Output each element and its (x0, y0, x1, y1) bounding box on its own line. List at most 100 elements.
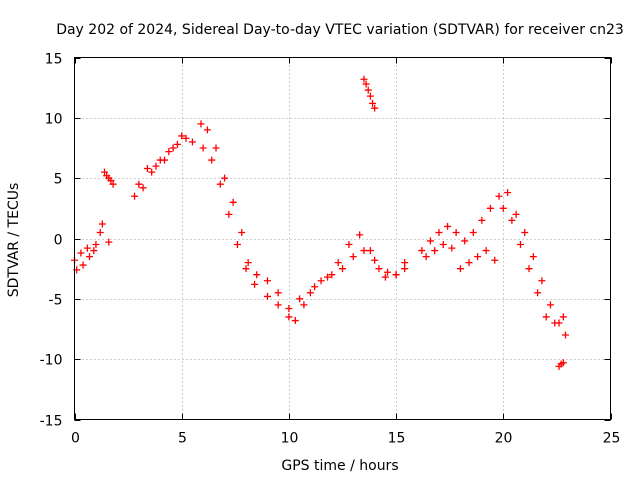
data-point (360, 75, 368, 83)
data-point (296, 295, 304, 303)
data-point (516, 241, 524, 249)
data-point (242, 265, 250, 273)
data-point (504, 189, 512, 197)
data-point (311, 283, 319, 291)
data-point (456, 265, 464, 273)
series-track-b (73, 132, 567, 327)
y-tick-label: -10 (40, 353, 63, 369)
data-point (375, 265, 383, 273)
data-point (418, 247, 426, 255)
data-point (401, 265, 409, 273)
x-tick-label: 5 (178, 431, 187, 447)
data-point (478, 216, 486, 224)
data-point (422, 253, 430, 261)
data-point (208, 156, 216, 164)
data-point (197, 120, 205, 128)
y-tick-label: 5 (54, 172, 63, 188)
data-point (139, 184, 147, 192)
data-point (165, 148, 173, 156)
data-point (529, 253, 537, 261)
chart-title: Day 202 of 2024, Sidereal Day-to-day VTE… (56, 22, 624, 38)
data-point (229, 198, 237, 206)
data-point (188, 138, 196, 146)
x-tick-label: 15 (388, 431, 406, 447)
data-point (499, 204, 507, 212)
data-point (131, 192, 139, 200)
data-point (384, 268, 392, 276)
data-point (362, 80, 370, 88)
data-point (173, 140, 181, 148)
data-point (356, 231, 364, 239)
data-point (448, 244, 456, 252)
data-point (143, 165, 151, 173)
data-point (364, 86, 372, 94)
data-point (371, 256, 379, 264)
data-point (300, 301, 308, 309)
data-point (371, 104, 379, 112)
data-point (469, 228, 477, 236)
data-point (512, 210, 520, 218)
data-point (263, 277, 271, 285)
data-point (439, 241, 447, 249)
data-point (561, 331, 569, 339)
data-point (334, 259, 342, 267)
data-point (216, 180, 224, 188)
data-point (148, 168, 156, 176)
y-tick-label: 0 (54, 233, 63, 249)
data-point (285, 313, 293, 321)
data-point (546, 301, 554, 309)
data-point (285, 304, 293, 312)
data-point (221, 174, 229, 182)
data-point (83, 244, 91, 252)
data-point (291, 317, 299, 325)
y-tick-label: 10 (45, 112, 63, 128)
y-tick-label: -15 (40, 414, 63, 430)
data-point (152, 162, 160, 170)
data-point (323, 273, 331, 281)
y-axis-label: SDTVAR / TECUs (6, 183, 22, 298)
data-point (559, 313, 567, 321)
x-tick-label: 10 (281, 431, 299, 447)
data-point (203, 126, 211, 134)
data-point (77, 249, 85, 257)
data-point (542, 313, 550, 321)
data-point (369, 99, 377, 107)
data-point (474, 253, 482, 261)
plot-frame (74, 57, 611, 420)
data-point (508, 216, 516, 224)
data-point (92, 241, 100, 249)
data-point (107, 177, 115, 185)
data-point (86, 253, 94, 261)
data-point (521, 228, 529, 236)
grid-layer (74, 57, 611, 420)
data-point (482, 247, 490, 255)
data-point (101, 168, 109, 176)
data-point (435, 228, 443, 236)
data-point (426, 237, 434, 245)
data-point (328, 271, 336, 279)
data-point (306, 289, 314, 297)
data-point (212, 144, 220, 152)
y-tick-label: -5 (49, 293, 63, 309)
data-point (538, 277, 546, 285)
data-point (349, 253, 357, 261)
data-point (381, 273, 389, 281)
data-point (253, 271, 261, 279)
data-point (401, 259, 409, 267)
data-point (366, 92, 374, 100)
data-point (274, 289, 282, 297)
x-tick-label: 25 (603, 431, 621, 447)
x-axis-label: GPS time / hours (281, 458, 398, 474)
data-point (251, 280, 259, 288)
data-point (199, 144, 207, 152)
data-point (452, 228, 460, 236)
series-track-c (101, 75, 567, 370)
data-point (105, 238, 113, 246)
data-point (431, 247, 439, 255)
data-point (109, 180, 117, 188)
data-point (238, 228, 246, 236)
data-point (534, 289, 542, 297)
data-point (392, 271, 400, 279)
data-point (486, 204, 494, 212)
data-point (98, 220, 106, 228)
